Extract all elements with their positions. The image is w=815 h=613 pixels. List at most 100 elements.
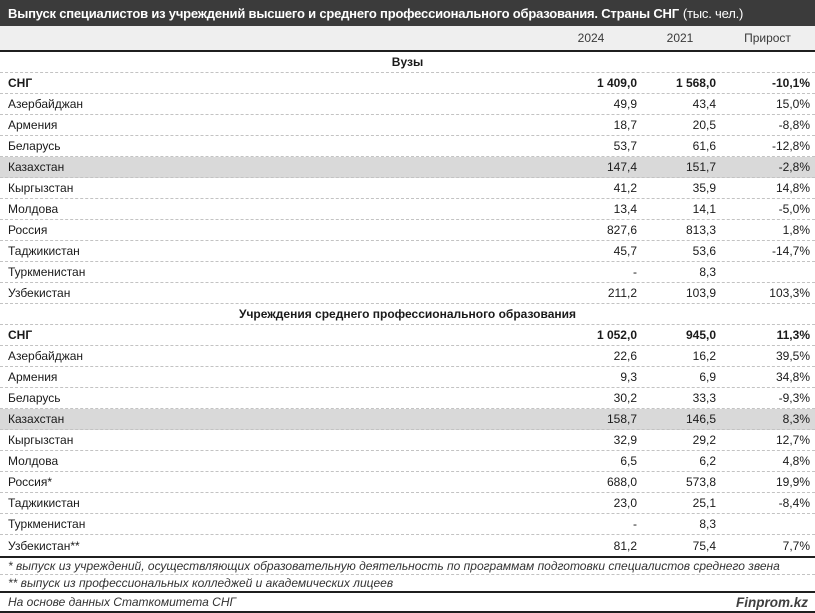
footnote-one: * выпуск из учреждений, осуществляющих о… — [0, 558, 815, 575]
value-growth: 4,8% — [782, 454, 810, 468]
table-row: Казахстан 147,4 151,7 -2,8% — [0, 157, 815, 178]
country-name: Молдова — [8, 202, 59, 216]
value-growth: -8,8% — [778, 118, 810, 132]
value-2024: - — [633, 265, 637, 279]
value-growth: 34,8% — [775, 370, 810, 384]
value-growth: -10,1% — [771, 76, 810, 90]
table-row: Беларусь 30,2 33,3 -9,3% — [0, 388, 815, 409]
table-row: Таджикистан 45,7 53,6 -14,7% — [0, 241, 815, 262]
value-growth: -8,4% — [778, 496, 810, 510]
table-row: Россия 827,6 813,3 1,8% — [0, 220, 815, 241]
table-row: Туркменистан - 8,3 — [0, 262, 815, 283]
table-row: Таджикистан 23,0 25,1 -8,4% — [0, 493, 815, 514]
table-row: Кыргызстан 32,9 29,2 12,7% — [0, 430, 815, 451]
country-name: Армения — [8, 118, 58, 132]
value-2024: 22,6 — [613, 349, 637, 363]
country-name: Узбекистан — [8, 286, 71, 300]
table-row: Молдова 13,4 14,1 -5,0% — [0, 199, 815, 220]
country-name: Кыргызстан — [8, 181, 74, 195]
value-growth: 8,3% — [782, 412, 810, 426]
value-growth: 11,3% — [776, 328, 810, 342]
table-row: Казахстан 158,7 146,5 8,3% — [0, 409, 815, 430]
value-2021: 16,2 — [692, 349, 716, 363]
value-growth: 103,3% — [769, 286, 810, 300]
country-name: Азербайджан — [8, 349, 84, 363]
value-2021: 1 568,0 — [675, 76, 716, 90]
value-2021: 33,3 — [692, 391, 716, 405]
country-name: Беларусь — [8, 139, 61, 153]
report-title-unit: (тыс. чел.) — [682, 5, 744, 21]
value-2021: 103,9 — [685, 286, 716, 300]
column-header-2021: 2021 — [666, 31, 694, 45]
value-2024: 1 409,0 — [596, 76, 637, 90]
value-2021: 945,0 — [685, 328, 716, 342]
value-growth: -2,8% — [778, 160, 810, 174]
value-2024: 30,2 — [613, 391, 637, 405]
value-2021: 43,4 — [692, 97, 716, 111]
value-2021: 35,9 — [692, 181, 716, 195]
table-row: Узбекистан 211,2 103,9 103,3% — [0, 283, 815, 304]
value-2024: 53,7 — [613, 139, 637, 153]
country-name: СНГ — [8, 328, 33, 342]
value-growth: 12,7% — [775, 433, 810, 447]
value-2021: 8,3 — [699, 265, 716, 279]
value-2024: 1 052,0 — [596, 328, 637, 342]
column-header-growth: Прирост — [744, 31, 791, 45]
section-header: Учреждения среднего профессионального об… — [0, 304, 815, 325]
value-2024: - — [633, 517, 637, 531]
value-2021: 29,2 — [692, 433, 716, 447]
table-row: СНГ 1 052,0 945,0 11,3% — [0, 325, 815, 346]
value-2021: 573,8 — [685, 475, 716, 489]
table-row: Беларусь 53,7 61,6 -12,8% — [0, 136, 815, 157]
value-growth: 7,7% — [782, 538, 810, 553]
value-2024: 13,4 — [613, 202, 637, 216]
value-2024: 211,2 — [607, 286, 637, 300]
value-growth: -5,0% — [778, 202, 810, 216]
table-row: Россия* 688,0 573,8 19,9% — [0, 472, 815, 493]
footer-row: На основе данных Статкомитета СНГ Finpro… — [0, 591, 815, 613]
table-row: Кыргызстан 41,2 35,9 14,8% — [0, 178, 815, 199]
value-growth: 19,9% — [775, 475, 810, 489]
value-2024: 158,7 — [606, 412, 637, 426]
country-name: Туркменистан — [8, 265, 86, 279]
country-name: Таджикистан — [8, 244, 80, 258]
value-2021: 75,4 — [692, 538, 716, 553]
value-growth: 1,8% — [782, 223, 810, 237]
value-growth: -14,7% — [771, 244, 810, 258]
value-growth: 39,5% — [775, 349, 810, 363]
value-2024: 49,9 — [613, 97, 637, 111]
table-row: Азербайджан 22,6 16,2 39,5% — [0, 346, 815, 367]
value-2021: 14,1 — [692, 202, 716, 216]
footnote-two: ** выпуск из профессиональных колледжей … — [8, 576, 394, 590]
country-name: Россия* — [8, 475, 53, 489]
country-name: Россия — [8, 223, 48, 237]
value-2024: 41,2 — [613, 181, 637, 195]
title-bar: Выпуск специалистов из учреждений высшег… — [0, 0, 815, 26]
value-2021: 6,2 — [699, 454, 716, 468]
table-row: Узбекистан** 81,2 75,4 7,7% — [0, 535, 815, 556]
value-2024: 9,3 — [620, 370, 637, 384]
value-2024: 81,2 — [613, 538, 637, 553]
report-title: Выпуск специалистов из учреждений высшег… — [8, 5, 679, 21]
table-row: Армения 18,7 20,5 -8,8% — [0, 115, 815, 136]
value-2024: 688,0 — [606, 475, 637, 489]
column-header-2024: 2024 — [577, 31, 605, 45]
country-name: СНГ — [8, 76, 33, 90]
value-2021: 53,6 — [692, 244, 716, 258]
country-name: Молдова — [8, 454, 59, 468]
value-2024: 18,7 — [613, 118, 637, 132]
value-2021: 25,1 — [692, 496, 716, 510]
country-name: Казахстан — [8, 412, 65, 426]
value-2021: 146,5 — [685, 412, 716, 426]
column-header-row: 2024 2021 Прирост — [0, 26, 815, 52]
value-2024: 23,0 — [613, 496, 637, 510]
value-growth: 14,8% — [775, 181, 810, 195]
value-2024: 6,5 — [620, 454, 637, 468]
table-body: Вузы СНГ 1 409,0 1 568,0 -10,1% Азербайджан 49… — [0, 52, 815, 556]
table-row: Туркменистан - 8,3 — [0, 514, 815, 535]
table-row: Армения 9,3 6,9 34,8% — [0, 367, 815, 388]
country-name: Таджикистан — [8, 496, 80, 510]
value-2021: 20,5 — [692, 118, 716, 132]
value-2021: 8,3 — [699, 517, 716, 531]
